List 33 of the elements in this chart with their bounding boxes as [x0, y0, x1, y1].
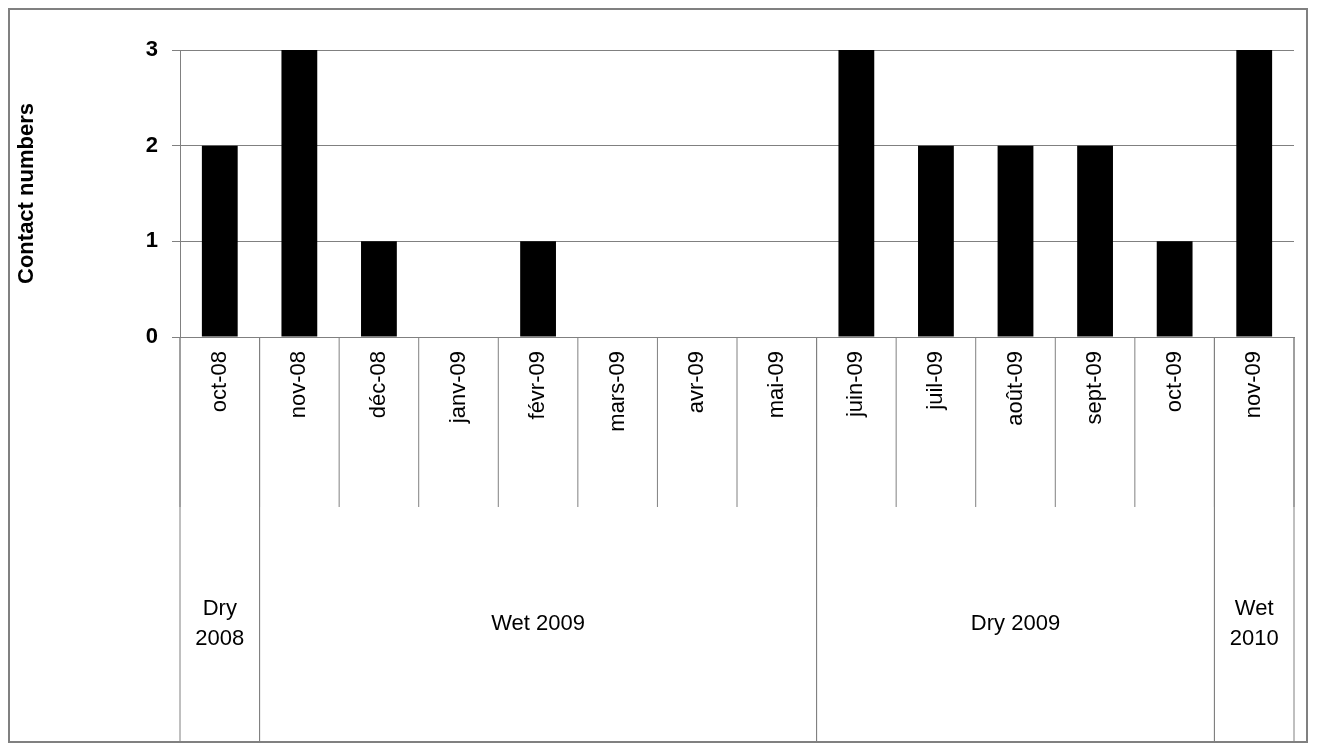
y-axis-title: Contact numbers	[13, 103, 39, 284]
y-tick-label: 2	[145, 131, 158, 157]
x-tick-label: nov-09	[1240, 351, 1266, 419]
x-tick-label: avr-09	[683, 351, 709, 414]
bar	[1156, 241, 1193, 337]
text: Wet 2010	[1229, 595, 1279, 651]
x-tick-label: nov-08	[285, 351, 311, 419]
x-tick-label: août-09	[1001, 351, 1027, 426]
bar	[361, 241, 397, 337]
y-tick-label: 3	[145, 36, 158, 62]
y-tick-label: 1	[145, 227, 158, 253]
x-tick-label: juin-09	[842, 351, 868, 419]
x-tick-label: févr-09	[524, 351, 550, 420]
x-tick-label: janv-09	[444, 351, 470, 425]
x-tick-label: mars-09	[603, 351, 629, 432]
bar	[520, 241, 556, 337]
text: Dry 2009	[970, 610, 1061, 636]
bar	[918, 145, 954, 337]
y-tick-label: 0	[145, 323, 158, 349]
x-tick-label: oct-09	[1160, 351, 1186, 413]
x-tick-label: juil-09	[921, 351, 947, 411]
bar	[997, 145, 1034, 337]
x-tick-label: sept-09	[1081, 351, 1107, 425]
bar	[1077, 145, 1113, 337]
text: Wet 2009	[491, 610, 585, 636]
bar	[201, 145, 238, 337]
x-tick-label: déc-08	[364, 351, 390, 419]
bar	[838, 50, 875, 337]
bar	[1236, 50, 1273, 337]
x-tick-label: mai-09	[762, 351, 788, 419]
text: Dry 2008	[195, 595, 245, 651]
x-tick-label: oct-08	[205, 351, 231, 413]
bar	[281, 50, 318, 337]
